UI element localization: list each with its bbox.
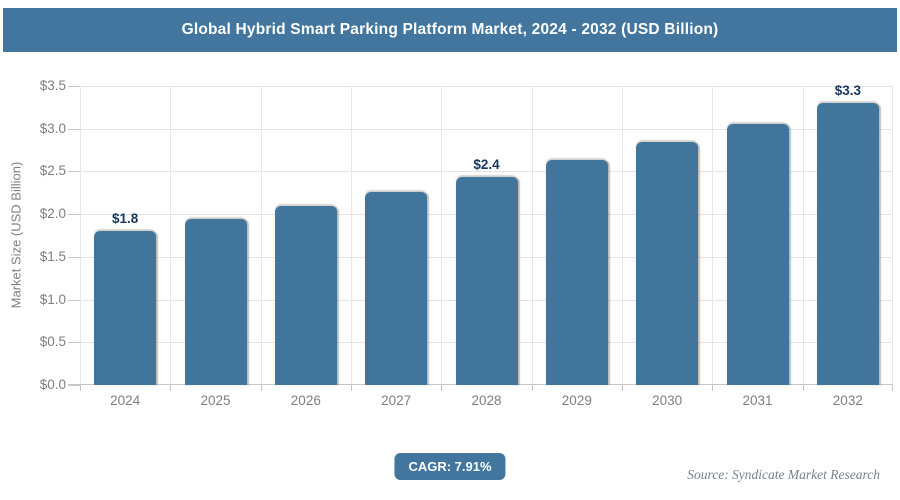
bar-2031[interactable]	[726, 123, 789, 385]
bar-2030[interactable]	[636, 142, 699, 385]
bar-2027[interactable]	[365, 191, 428, 385]
y-tick-label: $1.5	[39, 248, 66, 264]
y-tick-mark	[68, 385, 80, 386]
chart-title: Global Hybrid Smart Parking Platform Mar…	[181, 21, 719, 38]
x-axis-label-2029: 2029	[561, 393, 592, 408]
y-tick-mark	[68, 256, 80, 258]
x-axis-label-2028: 2028	[471, 393, 502, 408]
y-tick-mark	[68, 299, 80, 301]
cagr-badge: CAGR: 7.91%	[394, 453, 506, 480]
x-tick-mark	[892, 385, 893, 391]
x-axis-label-2025: 2025	[200, 393, 231, 408]
y-tick-label: $0.5	[39, 334, 66, 350]
x-gridline	[441, 86, 443, 385]
x-gridline	[802, 86, 804, 385]
x-axis-label-2027: 2027	[381, 393, 412, 408]
x-tick-mark	[622, 385, 623, 391]
x-gridline	[892, 86, 893, 385]
y-axis-title: Market Size (USD Billion)	[8, 161, 24, 309]
x-tick-mark	[802, 385, 804, 391]
x-gridline	[260, 86, 262, 385]
y-tick-mark	[68, 171, 80, 173]
bar-value-label: $2.4	[473, 156, 500, 172]
y-gridline	[80, 86, 893, 87]
x-gridline	[170, 86, 172, 385]
plot-area: $1.8 2024 2025 2026 2027 $2.4 2028 2029 2030 2031…	[68, 83, 893, 408]
x-axis-label-2024: 2024	[110, 393, 141, 408]
x-tick-mark	[170, 385, 172, 391]
y-tick-mark	[68, 342, 80, 344]
y-tick-mark	[68, 128, 80, 130]
bar-2032[interactable]	[816, 103, 879, 385]
x-tick-mark	[351, 385, 352, 391]
x-axis-label-2031: 2031	[742, 393, 773, 408]
x-tick-mark	[441, 385, 443, 391]
x-tick-mark	[260, 385, 262, 391]
x-axis-label-2026: 2026	[290, 393, 321, 408]
x-tick-mark	[80, 385, 81, 391]
source-attribution: Source: Syndicate Market Research	[687, 467, 880, 482]
x-gridline	[712, 86, 714, 385]
y-tick-mark	[68, 86, 80, 87]
x-axis-label-2030: 2030	[652, 393, 683, 408]
x-tick-mark	[712, 385, 714, 391]
x-gridline	[531, 86, 533, 385]
y-tick-mark	[68, 214, 80, 216]
y-tick-label: $0.0	[39, 377, 66, 392]
y-tick-label: $3.0	[39, 120, 66, 136]
y-tick-label: $2.5	[39, 163, 66, 179]
x-axis-label-2032: 2032	[832, 393, 863, 408]
bar-value-label: $1.8	[112, 211, 139, 227]
bar-2029[interactable]	[545, 160, 608, 385]
bar-2024[interactable]	[94, 231, 157, 385]
y-gridline	[80, 171, 893, 173]
y-gridline	[80, 128, 893, 130]
x-gridline	[351, 86, 352, 385]
x-tick-mark	[531, 385, 533, 391]
chart-title-bar: Global Hybrid Smart Parking Platform Mar…	[3, 8, 897, 52]
bar-2026[interactable]	[274, 205, 337, 385]
bar-2028[interactable]	[455, 176, 518, 385]
y-tick-label: $2.0	[39, 206, 66, 222]
y-tick-label: $3.5	[39, 78, 66, 93]
bar-2025[interactable]	[184, 219, 247, 385]
bar-value-label: $3.3	[834, 83, 861, 99]
x-gridline	[622, 86, 623, 385]
y-tick-label: $1.0	[39, 291, 66, 307]
x-gridline	[80, 86, 81, 385]
